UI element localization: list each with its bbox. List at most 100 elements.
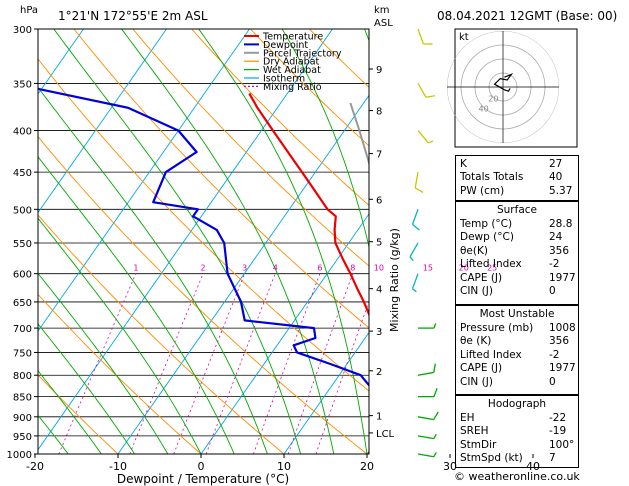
hodograph-stat-label: EH	[460, 412, 475, 424]
hodograph-ring-label: 20	[488, 95, 498, 104]
wind-barb	[409, 242, 419, 262]
most-unstable-value: 356	[549, 335, 570, 348]
wet-adiabat-line	[198, 29, 368, 454]
surface-label: CAPE (J)	[460, 271, 503, 284]
pressure-tick-label: 800	[13, 371, 32, 382]
height-axis: 9 8 7 6 5 4 3 2 1 LCL	[369, 65, 395, 440]
wind-barb	[411, 273, 419, 293]
hodograph-stat-value: -22	[549, 412, 567, 424]
wind-barb	[418, 323, 437, 329]
height-tick-label: 4	[376, 285, 382, 296]
dry-adiabat-line	[38, 374, 119, 454]
hodograph-trace	[493, 73, 514, 92]
most-unstable-value: 0	[549, 375, 556, 388]
dry-adiabats	[38, 29, 629, 454]
pressure-tick-label: 700	[13, 324, 32, 335]
wind-barb	[417, 452, 437, 458]
surface-label: Temp (°C)	[460, 218, 513, 230]
wind-barb	[417, 434, 437, 440]
index-label: PW (cm)	[460, 184, 505, 197]
surface-row: θe(K) 356	[460, 245, 574, 258]
surface-value: 1977	[549, 271, 576, 284]
background-lines	[38, 29, 629, 454]
dry-adiabat-line	[38, 214, 285, 454]
surface-label: Lifted Index	[460, 258, 522, 271]
most-unstable-label: Lifted Index	[460, 348, 522, 361]
surface-value: 356	[549, 244, 570, 257]
surface-label: CIN (J)	[460, 285, 493, 297]
km-label: km	[374, 5, 390, 16]
dry-adiabat-line	[38, 293, 202, 454]
isotherm-line	[38, 29, 250, 332]
pressure-axis: 300 350 400 450 500 550 600 650 700 750 800 850 900 9…	[7, 25, 38, 461]
mixing-ratio-label: 1	[133, 264, 138, 273]
wind-barb	[417, 363, 436, 376]
temperature-tick-label: 0	[198, 460, 205, 473]
height-tick-label: 6	[376, 195, 382, 206]
pressure-tick-label: 500	[13, 205, 32, 216]
mixing-ratio-lines	[58, 273, 369, 454]
wind-barb	[417, 83, 435, 98]
dewpoint-line	[38, 87, 369, 388]
wind-barbs	[409, 28, 439, 458]
mixing-ratio-line	[315, 300, 369, 454]
credit-text: © weatheronline.co.uk	[454, 470, 580, 483]
hpa-label: hPa	[20, 5, 38, 16]
temperature-tick-label: 10	[277, 460, 291, 473]
surface-value: 24	[549, 231, 563, 244]
wind-barb	[417, 28, 433, 45]
pressure-tick-label: 400	[13, 127, 32, 138]
mixing-ratio-line	[58, 273, 137, 454]
surface-value: 0	[549, 285, 556, 297]
pressure-tick-label: 350	[13, 79, 32, 90]
index-row: PW (cm) 5.37	[460, 185, 574, 198]
pressure-tick-label: 450	[13, 168, 32, 179]
legend-label: Parcel Trajectory	[263, 48, 342, 59]
hodograph-stat-row: EH -22	[460, 412, 574, 425]
most-unstable-row: θe (K) 356	[460, 335, 574, 348]
mixing-ratio-label: 6	[317, 264, 322, 273]
legend-label: Dry Adiabat	[263, 57, 320, 68]
dry-adiabat-line	[132, 29, 369, 267]
wet-adiabat-line	[38, 86, 268, 454]
isotherm-line	[38, 29, 167, 214]
surface-label: Dewp (°C)	[460, 231, 514, 244]
wind-barb	[411, 209, 420, 231]
most-unstable-label: Pressure (mb)	[460, 322, 534, 334]
most-unstable-label: CAPE (J)	[460, 362, 503, 375]
index-row: K 27	[460, 158, 574, 171]
index-row: Totals Totals 40	[460, 171, 574, 184]
temperature-tick-label: -10	[109, 460, 127, 473]
mixing-ratio-label: 20	[459, 264, 469, 273]
surface-label: θe(K)	[460, 244, 488, 257]
dry-adiabat-line	[73, 29, 369, 329]
hodograph-stat-label: SREH	[460, 425, 489, 438]
height-tick-label: 2	[376, 367, 382, 378]
mixing-ratio-line	[205, 273, 276, 454]
most-unstable-box: Most Unstable Pressure (mb) 1008 θe (K) 356…	[455, 305, 579, 395]
surface-value: 28.8	[549, 218, 573, 230]
most-unstable-row: CIN (J) 0	[460, 376, 574, 389]
most-unstable-label: θe (K)	[460, 335, 492, 348]
hodograph-unit: kt	[459, 32, 469, 43]
surface-row: CAPE (J) 1977	[460, 271, 576, 285]
pressure-tick-label: 850	[13, 393, 32, 404]
hodograph-table-box: Hodograph EH -22 SREH -19 StmDir 100° StmSpd (…	[455, 395, 579, 468]
pressure-tick-label: 600	[13, 270, 32, 281]
profiles	[38, 87, 369, 388]
mixing-ratio-line	[129, 273, 204, 454]
wet-adiabat-line	[38, 323, 135, 454]
wet-adiabats	[38, 29, 369, 454]
hodograph-stat-row: StmSpd (kt) 7	[460, 452, 574, 465]
surface-box: Surface Temp (°C) 28.8 Dewp (°C) 24 θe(K) 356…	[455, 201, 579, 305]
index-value: 40	[549, 171, 563, 184]
wet-adiabat-line	[38, 156, 235, 454]
mixing-ratio-label: 2	[201, 264, 206, 273]
wind-barb	[417, 411, 439, 421]
index-value: 27	[549, 158, 563, 170]
dry-adiabat-line	[604, 29, 629, 454]
most-unstable-row: Lifted Index -2	[460, 349, 574, 362]
datetime-title: 08.04.2021 12GMT (Base: 00)	[437, 9, 617, 23]
